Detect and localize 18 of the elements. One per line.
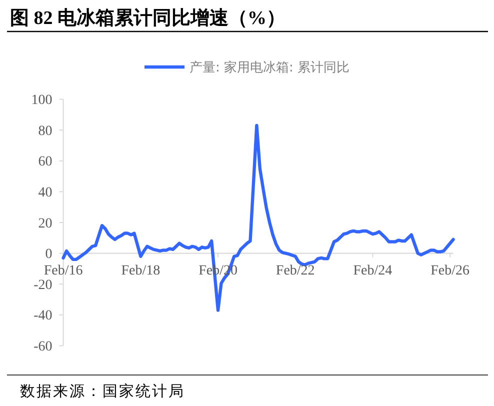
y-tick-label: -60 xyxy=(34,340,52,354)
x-tick-label: Feb/18 xyxy=(121,263,160,278)
y-tick-label: 60 xyxy=(38,154,52,170)
x-tick-label: Feb/22 xyxy=(276,263,315,278)
title: 图 82 电冰箱累计同比增速（%） xyxy=(10,8,286,29)
source-note: 数据来源：国家统计局 xyxy=(20,383,185,400)
legend: 产量: 家用电冰箱: 累计同比 xyxy=(144,60,350,76)
y-tick-label: 20 xyxy=(38,216,52,232)
y-tick-label: 0 xyxy=(45,247,52,262)
x-tick-label: Feb/16 xyxy=(44,263,83,278)
x-tick-label: Feb/26 xyxy=(430,263,470,278)
y-tick-label: 100 xyxy=(31,93,52,108)
y-tick-label: -40 xyxy=(34,308,52,324)
y-tick-label: -20 xyxy=(34,278,52,293)
y-tick-label: 40 xyxy=(38,186,52,200)
y-tick-label: 80 xyxy=(38,124,52,139)
x-tick-label: Feb/24 xyxy=(353,263,392,278)
legend-label: 产量: 家用电冰箱: 累计同比 xyxy=(189,60,350,76)
